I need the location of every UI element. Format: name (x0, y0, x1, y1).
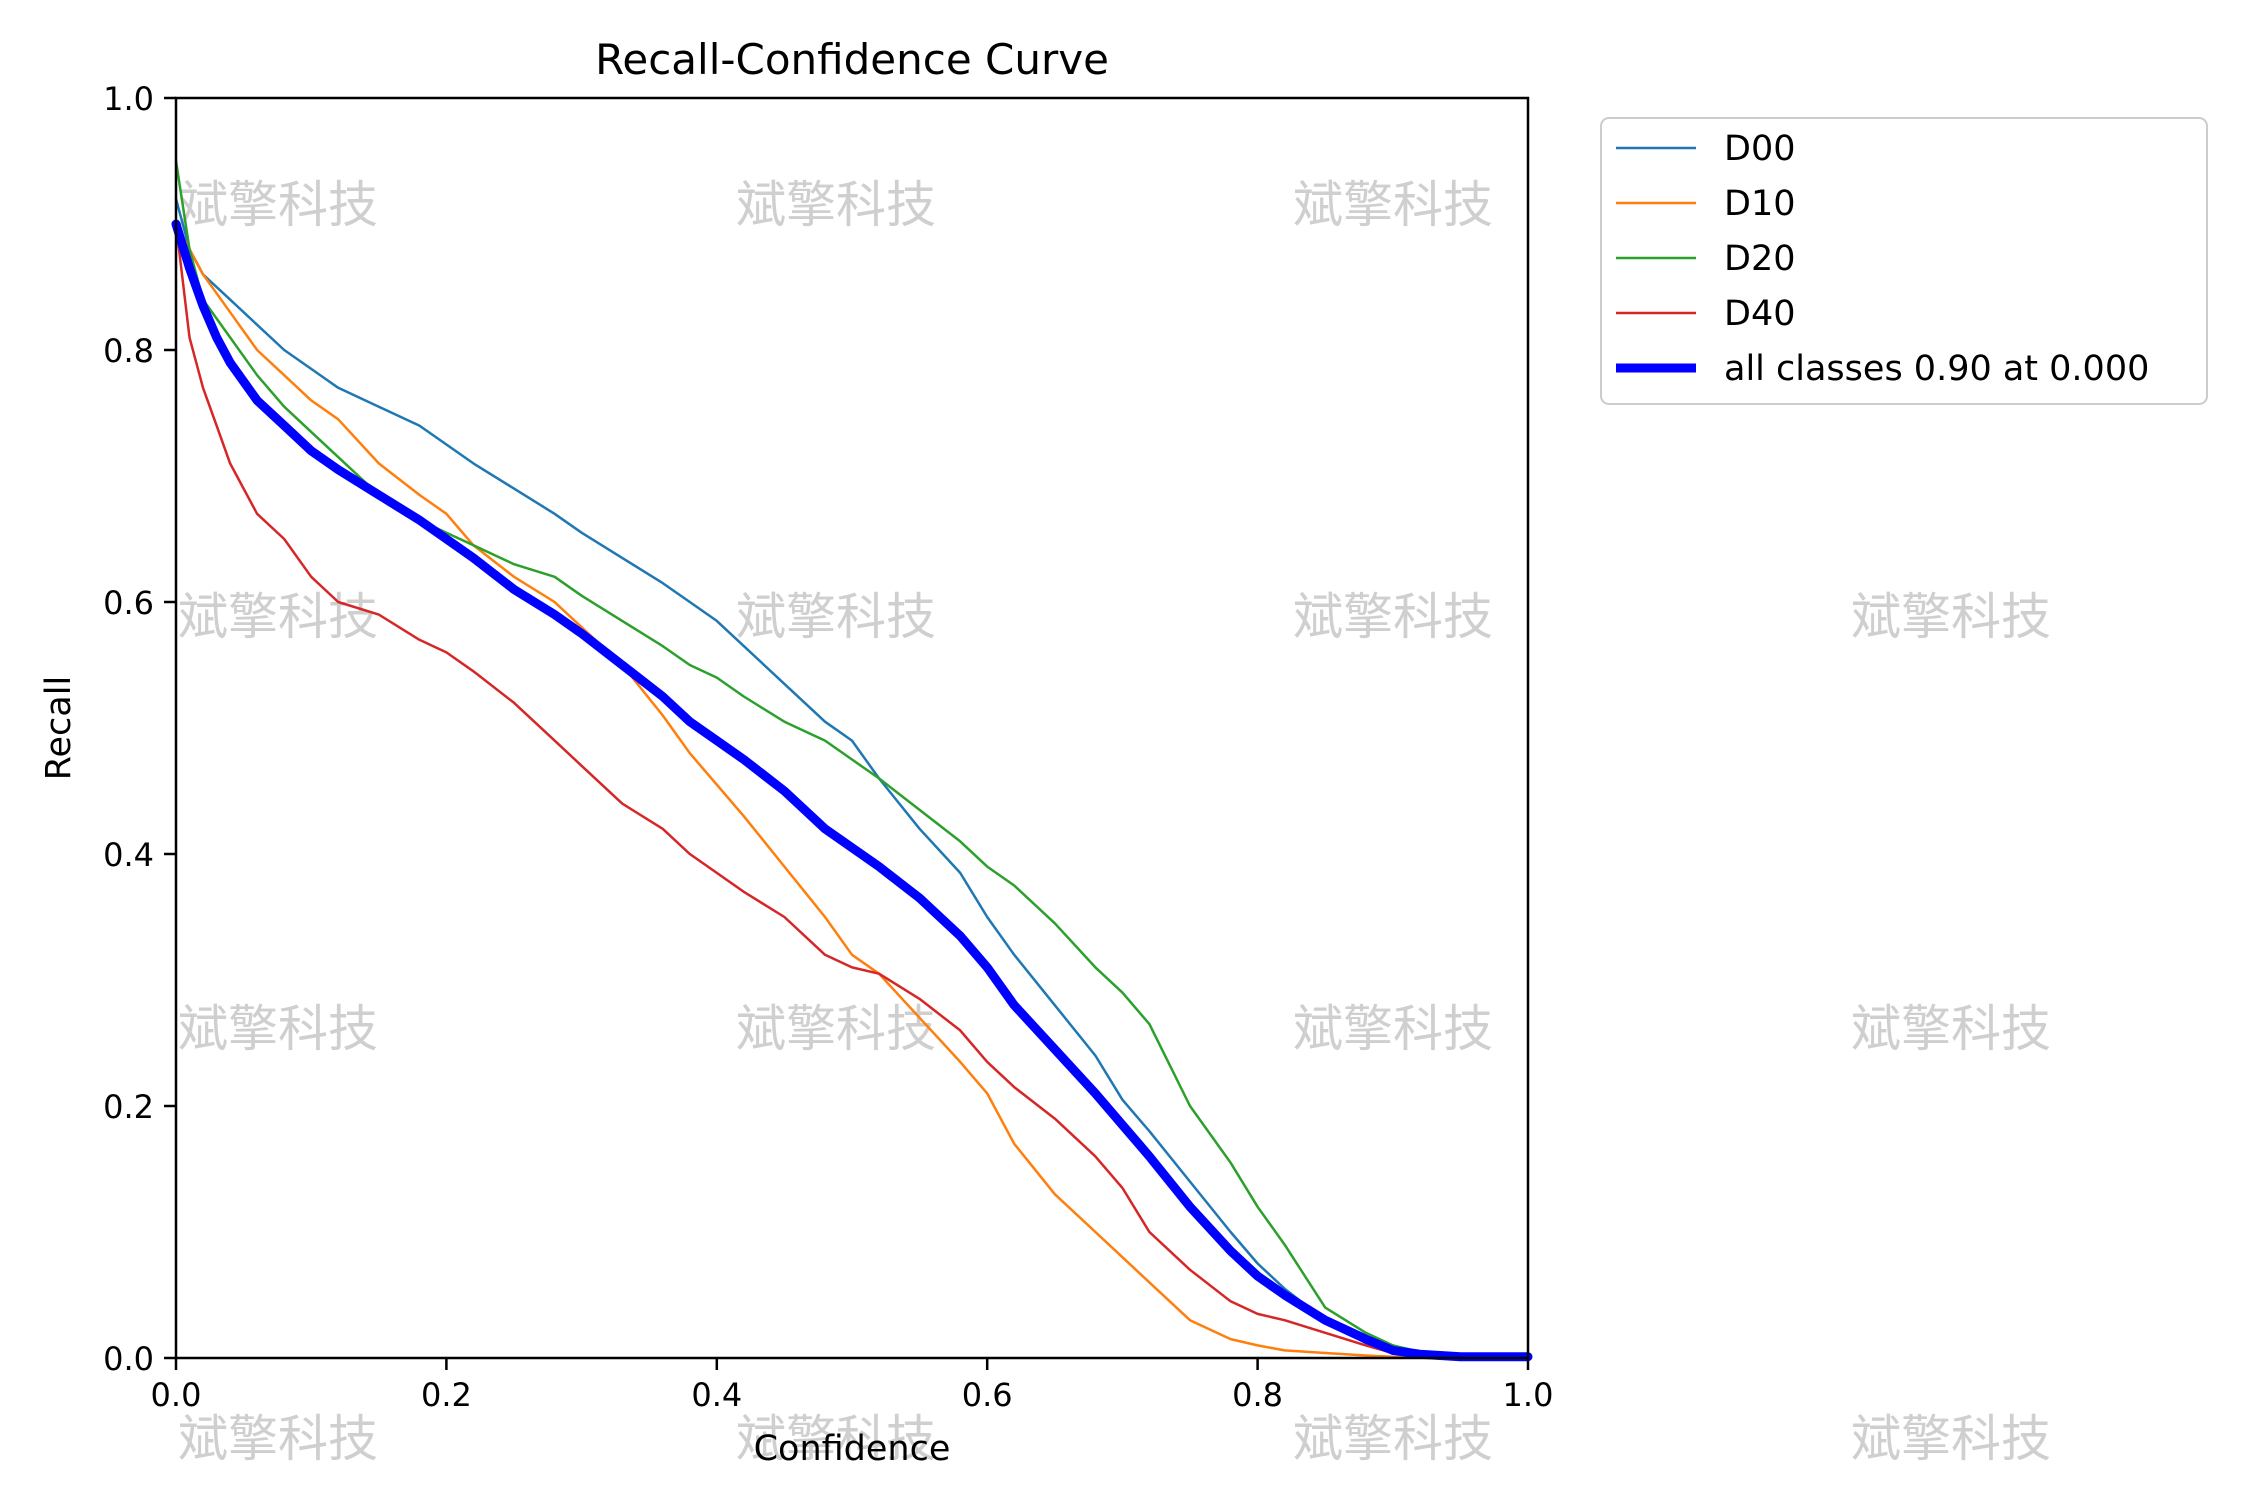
legend-box (1600, 117, 2208, 405)
x-tick-label: 0.8 (1232, 1376, 1283, 1414)
x-tick-label: 0.4 (691, 1376, 742, 1414)
series-line-d40 (174, 222, 1530, 1360)
watermark-text: 斌擎科技 (1851, 1000, 2051, 1058)
y-tick-label: 0.8 (103, 332, 154, 370)
y-tick-label: 0.0 (103, 1340, 154, 1378)
watermark-text: 斌擎科技 (178, 1410, 378, 1468)
x-tick-label: 0.6 (962, 1376, 1013, 1414)
series-line-all-classes (171, 219, 1533, 1362)
legend-label: D40 (1724, 294, 1796, 334)
x-tick-label: 1.0 (1503, 1376, 1554, 1414)
watermark-text: 斌擎科技 (1851, 1410, 2051, 1468)
watermark-text: 斌擎科技 (736, 588, 936, 646)
watermark-text: 斌擎科技 (1293, 176, 1493, 234)
series-line-d00 (174, 197, 1530, 1358)
watermark-text: 斌擎科技 (736, 176, 936, 234)
plot-frame (174, 96, 1530, 1360)
watermark-text: 斌擎科技 (1293, 1000, 1493, 1058)
y-axis-ticks: 0.0 0.2 0.4 0.6 0.8 1.0 (103, 80, 176, 1378)
series-line-d20 (174, 159, 1530, 1358)
watermark-text: 斌擎科技 (1851, 588, 2051, 646)
watermark-text: 斌擎科技 (178, 1000, 378, 1058)
chart-title: Recall-Confidence Curve (595, 35, 1109, 84)
y-tick-label: 1.0 (103, 80, 154, 118)
y-tick-label: 0.6 (103, 584, 154, 622)
watermark-text: 斌擎科技 (178, 588, 378, 646)
legend-label: D20 (1724, 239, 1796, 279)
y-axis-label: Recall (39, 676, 79, 780)
watermark-text: 斌擎科技 (1293, 588, 1493, 646)
series-line-d10 (174, 222, 1530, 1360)
y-tick-label: 0.4 (103, 836, 154, 874)
watermark-text: 斌擎科技 (736, 1410, 936, 1468)
watermark-text: 斌擎科技 (178, 176, 378, 234)
x-axis-ticks: 0.0 0.2 0.4 0.6 0.8 1.0 (151, 1358, 1554, 1414)
x-tick-label: 0.2 (421, 1376, 472, 1414)
watermark-text: 斌擎科技 (1293, 1410, 1493, 1468)
x-tick-label: 0.0 (151, 1376, 202, 1414)
x-axis-label: Confidence (754, 1429, 951, 1469)
legend-label: all classes 0.90 at 0.000 (1724, 349, 2149, 389)
legend: D00 D10 D20 D40 all classes 0.90 at 0.000 (1600, 117, 2208, 405)
watermark-text: 斌擎科技 (736, 1000, 936, 1058)
legend-label: D00 (1724, 129, 1796, 169)
plot-lines (171, 159, 1533, 1362)
legend-label: D10 (1724, 184, 1796, 224)
y-tick-label: 0.2 (103, 1088, 154, 1126)
